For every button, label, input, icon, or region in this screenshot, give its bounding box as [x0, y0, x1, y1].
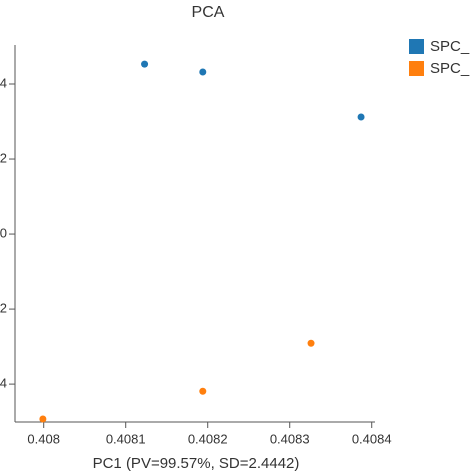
x-tick-label: 0.4081	[106, 431, 146, 446]
point	[39, 415, 47, 423]
x-tick-label: 0.4084	[352, 431, 392, 446]
chart-title: PCA	[192, 4, 225, 21]
x-axis-label: PC1 (PV=99.57%, SD=2.4442)	[93, 455, 300, 472]
point	[141, 60, 149, 68]
x-tick-label: 0.408	[27, 431, 60, 446]
y-tick-label: 4	[0, 75, 7, 90]
legend-swatch	[409, 61, 424, 76]
y-tick-label: 4	[0, 376, 7, 391]
y-tick-label: 2	[0, 150, 7, 165]
y-tick-label: 2	[0, 301, 7, 316]
point	[357, 113, 365, 121]
point	[199, 68, 207, 76]
x-tick-label: 0.4083	[270, 431, 310, 446]
x-tick-label: 0.4082	[188, 431, 228, 446]
legend-swatch	[409, 39, 424, 54]
legend-label: SPC_	[430, 38, 470, 55]
point	[307, 339, 315, 347]
point	[199, 387, 207, 395]
legend-label: SPC_	[430, 60, 470, 77]
y-tick-label: 0	[0, 226, 7, 241]
